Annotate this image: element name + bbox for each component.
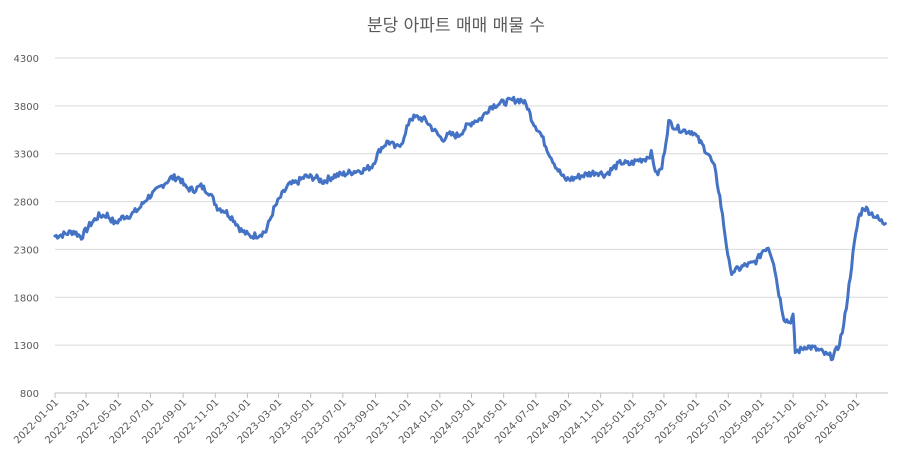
y-tick-label: 800 [20, 389, 39, 400]
y-tick-label: 3800 [14, 102, 39, 113]
gridlines [55, 57, 888, 394]
y-tick-label: 1300 [14, 341, 39, 352]
y-tick-label: 2300 [14, 245, 39, 256]
y-tick-label: 3300 [14, 150, 39, 161]
series-layer [53, 95, 887, 362]
x-axis: 2022-01-012022-03-012022-05-012022-07-01… [12, 393, 862, 446]
y-tick-label: 1800 [14, 293, 39, 304]
series-line-0 [53, 95, 887, 362]
y-tick-label: 4300 [14, 54, 39, 65]
chart-title: 분당 아파트 매매 매물 수 [367, 16, 545, 36]
y-axis: 800 1300 1800 2300 2800 3300 3800 4300 [14, 54, 39, 400]
y-tick-label: 2800 [14, 198, 39, 209]
